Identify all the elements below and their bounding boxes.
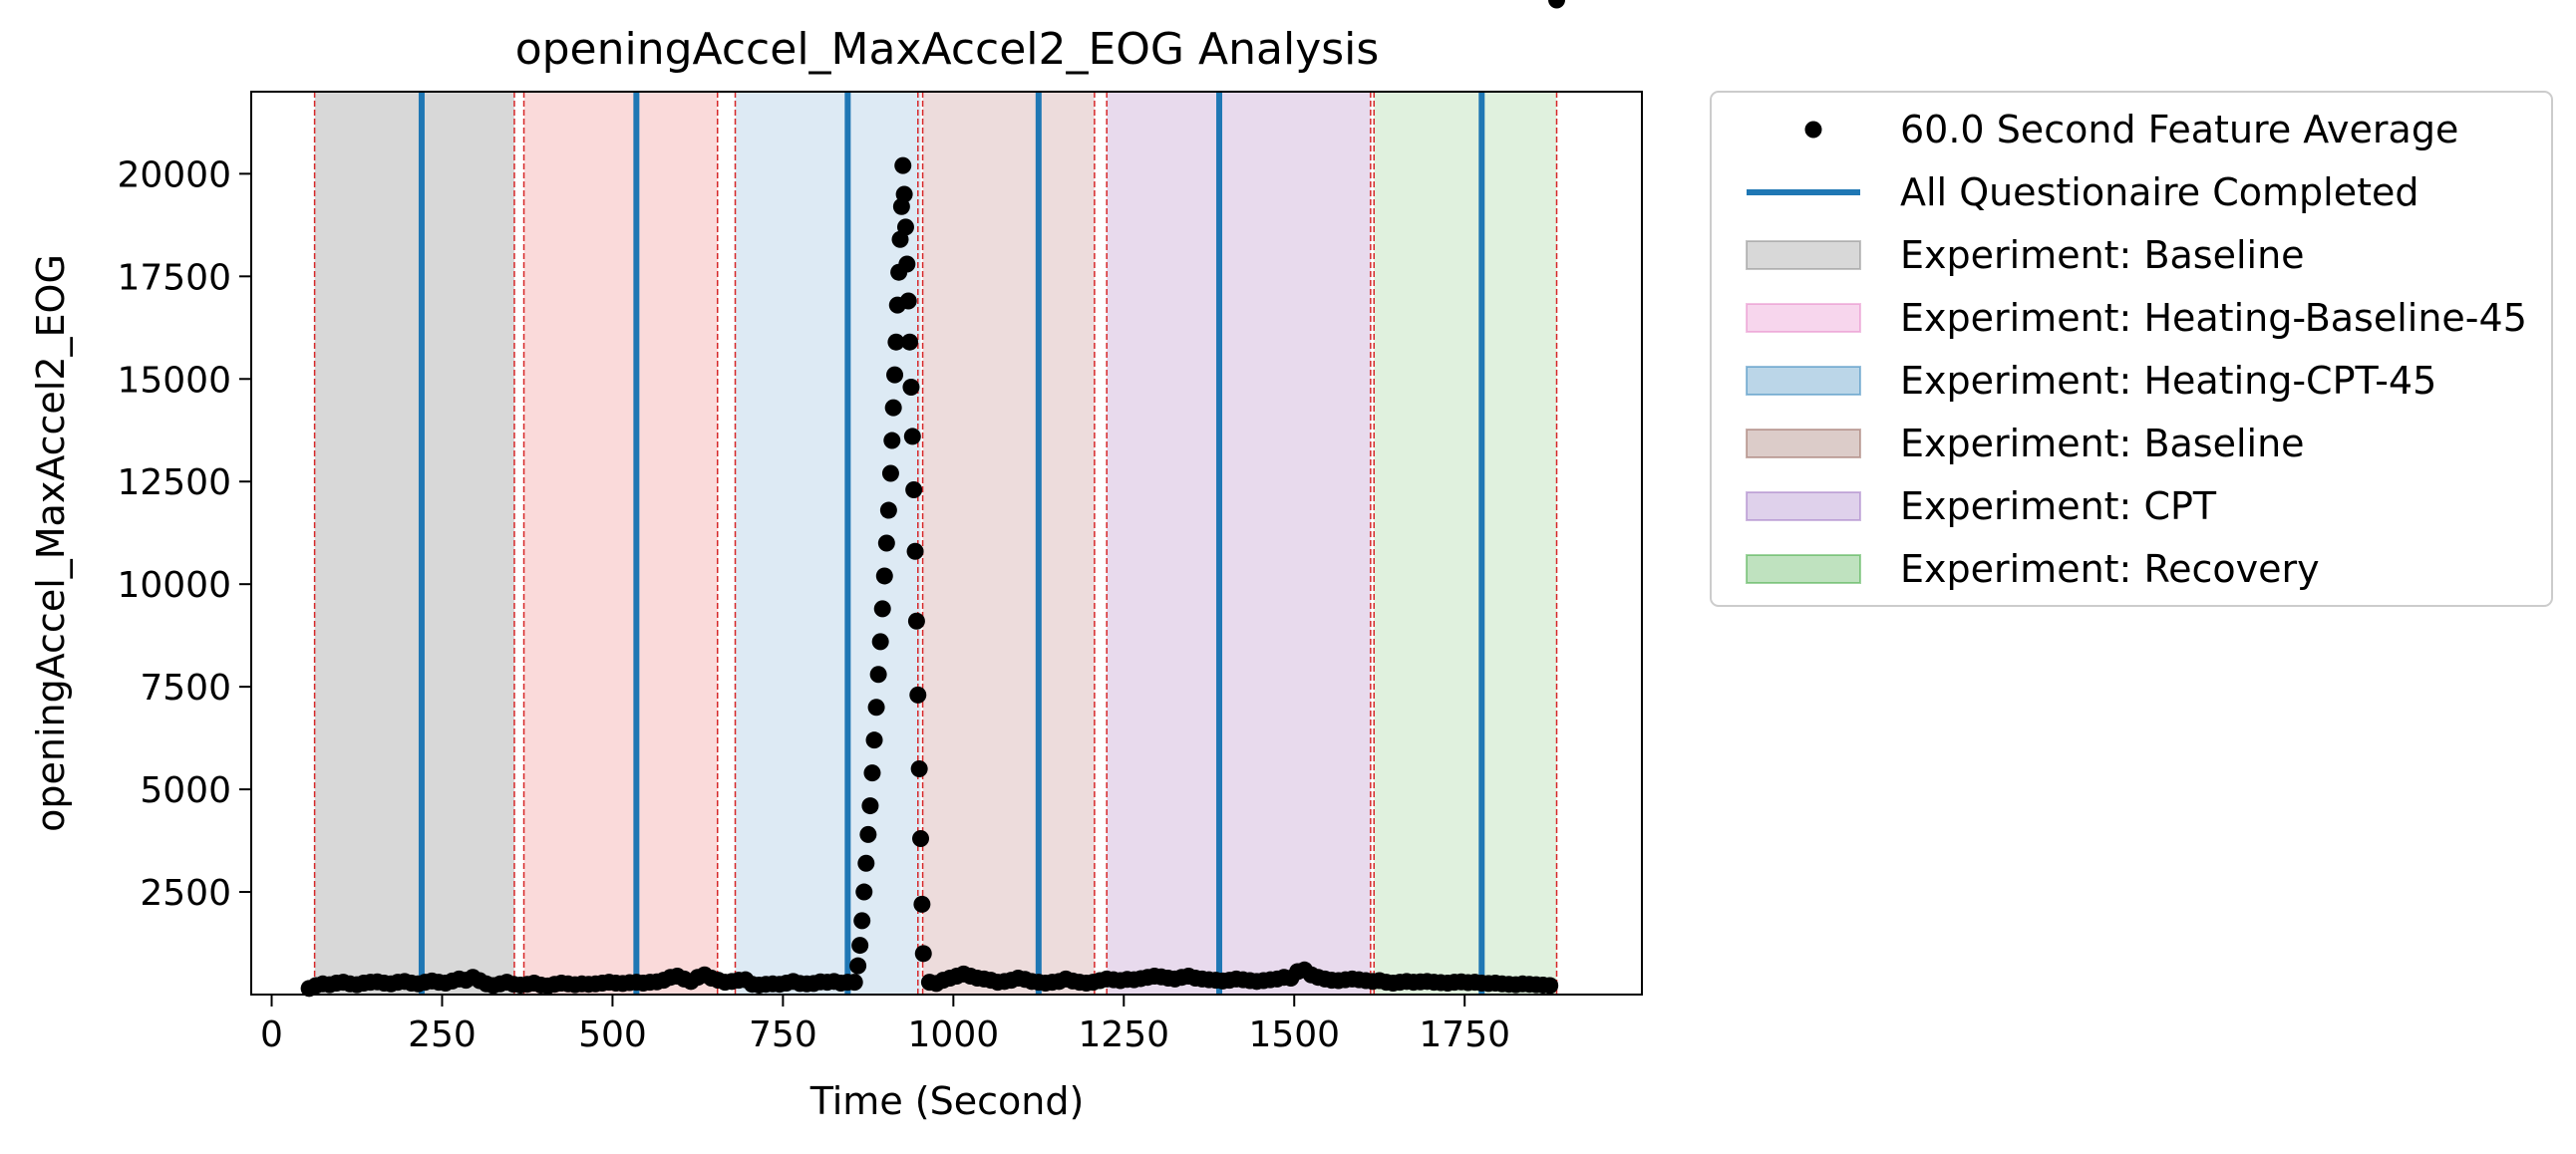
experiment-region-0 — [315, 92, 514, 995]
data-point — [886, 367, 903, 384]
data-point — [857, 855, 874, 872]
y-tick-label: 15000 — [117, 360, 231, 401]
data-point — [874, 600, 891, 617]
data-point — [913, 896, 930, 913]
experiment-region-4 — [1107, 92, 1371, 995]
data-point — [894, 157, 911, 174]
data-point — [859, 826, 876, 843]
legend-label-1: All Questionaire Completed — [1900, 170, 2419, 214]
data-point — [911, 760, 928, 777]
data-point — [909, 687, 926, 704]
legend-patch-7 — [1747, 555, 1860, 583]
legend-label-4: Experiment: Heating-CPT-45 — [1900, 359, 2436, 403]
data-point — [878, 535, 895, 552]
data-point — [897, 218, 914, 235]
y-tick-label: 10000 — [117, 565, 231, 606]
data-point — [898, 255, 915, 272]
legend-label-3: Experiment: Heating-Baseline-45 — [1900, 296, 2527, 340]
data-point — [1548, 0, 1565, 9]
legend-patch-6 — [1747, 492, 1860, 520]
data-point — [846, 974, 863, 991]
data-point — [896, 185, 913, 202]
legend-label-0: 60.0 Second Feature Average — [1900, 108, 2458, 151]
legend-patch-3 — [1747, 304, 1860, 332]
x-tick-label: 750 — [749, 1014, 817, 1055]
data-point — [1541, 977, 1558, 994]
x-axis-label: Time (Second) — [809, 1079, 1085, 1123]
x-axis: 0 250 500 750 1000 1250 1500 1750 — [260, 995, 1510, 1055]
data-point — [904, 428, 921, 444]
y-axis: 2500 5000 7500 10000 12500 15000 17500 20000 — [117, 154, 251, 914]
y-tick-label: 7500 — [140, 668, 231, 709]
x-tick-label: 500 — [578, 1014, 647, 1055]
x-tick-label: 0 — [260, 1014, 283, 1055]
data-point — [855, 884, 872, 901]
data-point — [849, 958, 866, 975]
data-point — [872, 633, 889, 650]
data-point — [853, 912, 870, 929]
data-point — [866, 731, 883, 748]
data-point — [882, 464, 899, 481]
data-point — [901, 334, 918, 351]
y-tick-label: 5000 — [140, 770, 231, 811]
y-axis-label: openingAccel_MaxAccel2_EOG — [29, 254, 73, 832]
data-point — [885, 400, 902, 417]
legend-frame — [1711, 92, 2552, 606]
data-point — [861, 797, 878, 814]
legend-patch-5 — [1747, 430, 1860, 457]
legend-patch-4 — [1747, 367, 1860, 395]
experiment-region-3 — [923, 92, 1095, 995]
plot-area — [251, 0, 1642, 997]
data-point — [880, 502, 897, 519]
data-point — [868, 699, 885, 716]
experiment-region-1 — [524, 92, 718, 995]
data-point — [900, 293, 917, 310]
y-tick-label: 12500 — [117, 462, 231, 503]
legend: 60.0 Second Feature Average All Questiona… — [1711, 92, 2552, 606]
data-point — [908, 613, 925, 630]
data-point — [870, 666, 887, 683]
data-point — [912, 830, 929, 847]
legend-label-5: Experiment: Baseline — [1900, 422, 2305, 465]
data-point — [876, 567, 893, 584]
legend-patch-2 — [1747, 241, 1860, 269]
data-point — [863, 764, 880, 781]
legend-label-7: Experiment: Recovery — [1900, 547, 2320, 591]
experiment-region-5 — [1374, 92, 1556, 995]
x-tick-label: 1000 — [908, 1014, 1000, 1055]
data-point — [907, 543, 924, 560]
data-point — [883, 433, 900, 449]
data-point — [902, 379, 919, 396]
chart-title: openingAccel_MaxAccel2_EOG Analysis — [515, 24, 1380, 75]
legend-label-2: Experiment: Baseline — [1900, 233, 2305, 277]
y-tick-label: 17500 — [117, 257, 231, 298]
x-tick-label: 1250 — [1078, 1014, 1169, 1055]
x-tick-label: 1750 — [1419, 1014, 1510, 1055]
x-tick-label: 1500 — [1248, 1014, 1340, 1055]
legend-marker-feature-average — [1805, 122, 1822, 139]
data-point — [905, 481, 922, 498]
data-point — [915, 945, 932, 962]
legend-label-6: Experiment: CPT — [1900, 484, 2217, 528]
y-tick-label: 20000 — [117, 154, 231, 195]
x-tick-label: 250 — [408, 1014, 477, 1055]
y-tick-label: 2500 — [140, 873, 231, 914]
data-point — [851, 937, 868, 954]
